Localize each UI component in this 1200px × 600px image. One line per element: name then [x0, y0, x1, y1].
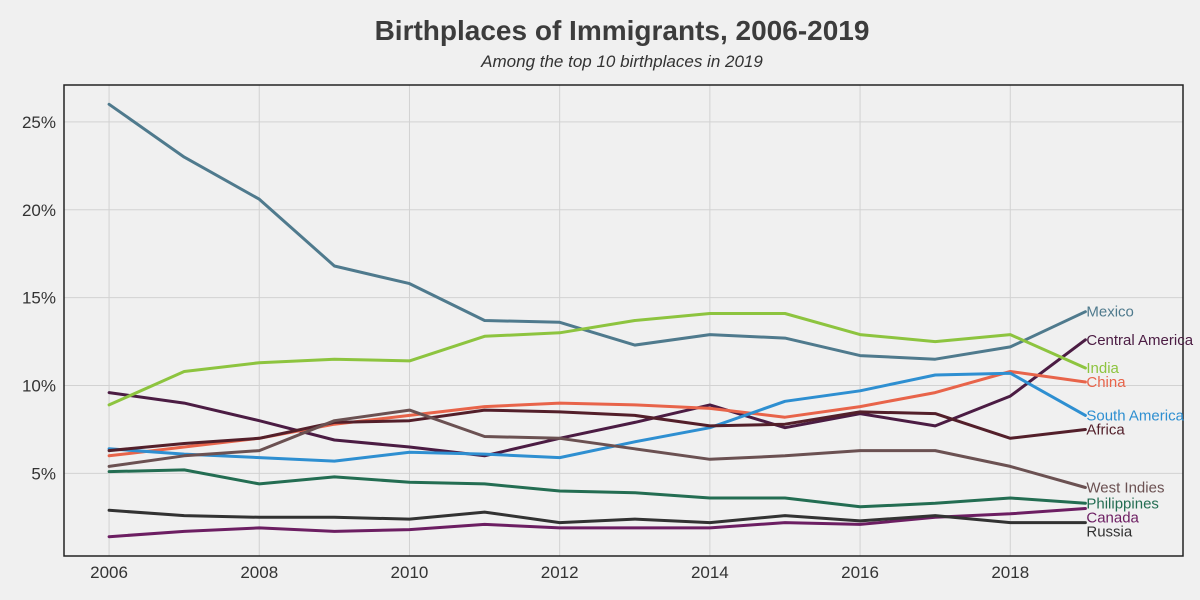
series-label-mexico: Mexico: [1086, 304, 1134, 321]
y-tick-label: 15%: [22, 289, 56, 308]
x-tick-label: 2016: [841, 563, 879, 582]
series-line-central-america: [107, 338, 1087, 458]
x-tick-label: 2008: [240, 563, 278, 582]
y-tick-label: 10%: [22, 377, 56, 396]
series-line-russia: [107, 508, 1087, 525]
series-label-south-america: South America: [1086, 407, 1184, 424]
y-tick-label: 20%: [22, 201, 56, 220]
series-line-canada: [107, 507, 1087, 539]
series-label-canada: Canada: [1086, 509, 1139, 526]
gridlines: [64, 85, 1183, 556]
chart-title: Birthplaces of Immigrants, 2006-2019: [375, 15, 870, 46]
plot-frame: [63, 84, 1184, 557]
x-tick-label: 2010: [391, 563, 429, 582]
x-tick-label: 2014: [691, 563, 729, 582]
y-axis-ticks: 5% 10% 15% 20% 25%: [22, 113, 56, 483]
series-label-central-america: Central America: [1086, 332, 1193, 349]
series-label-philippines: Philippines: [1086, 495, 1159, 512]
series-line-india: [107, 312, 1087, 407]
series-line-mexico: [107, 102, 1087, 361]
series-label-china: China: [1086, 374, 1126, 391]
x-tick-label: 2012: [541, 563, 579, 582]
series-line-south-america: [107, 371, 1087, 463]
series-lines: [107, 102, 1087, 539]
y-tick-label: 25%: [22, 113, 56, 132]
x-tick-label: 2006: [90, 563, 128, 582]
x-tick-label: 2018: [991, 563, 1029, 582]
y-tick-label: 5%: [31, 464, 56, 483]
series-line-africa: [107, 408, 1087, 453]
series-line-philippines: [107, 468, 1087, 509]
series-label-india: India: [1086, 360, 1119, 377]
chart-subtitle: Among the top 10 birthplaces in 2019: [480, 52, 763, 71]
series-label-africa: Africa: [1086, 421, 1125, 438]
x-axis-ticks: 2006 2008 2010 2012 2014 2016 2018: [90, 563, 1029, 582]
series-label-russia: Russia: [1086, 523, 1133, 540]
series-label-west-indies: West Indies: [1086, 479, 1164, 496]
series-line-west-indies: [107, 408, 1087, 489]
